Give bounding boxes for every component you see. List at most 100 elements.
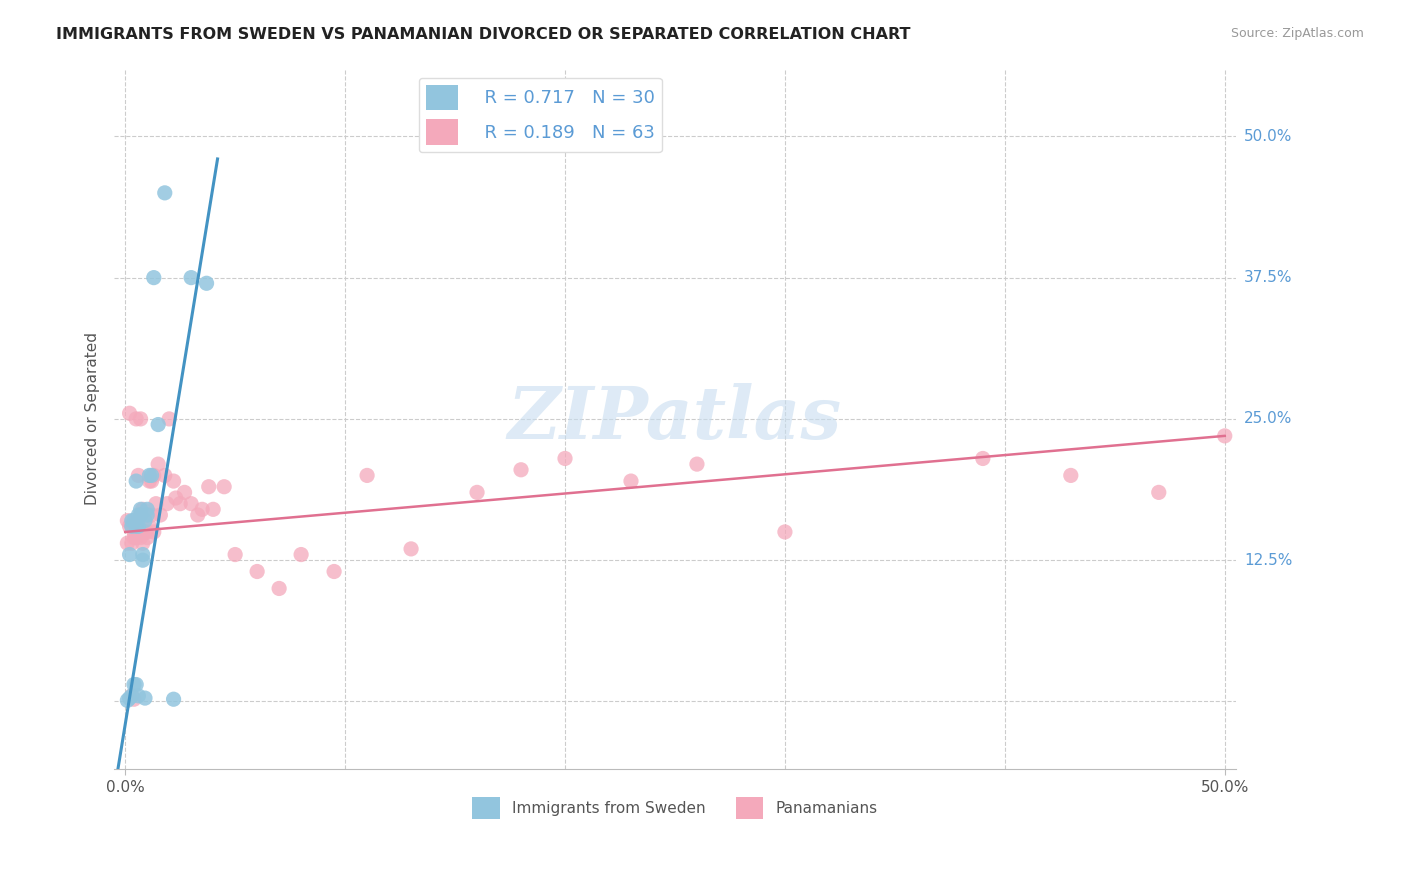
Legend: Immigrants from Sweden, Panamanians: Immigrants from Sweden, Panamanians bbox=[465, 791, 884, 825]
Point bbox=[118, 548, 141, 562]
Point bbox=[127, 524, 149, 539]
Point bbox=[173, 485, 195, 500]
Point bbox=[121, 689, 143, 703]
Point bbox=[187, 508, 209, 522]
Point bbox=[153, 468, 176, 483]
Point bbox=[125, 474, 148, 488]
Point bbox=[165, 491, 187, 505]
Point bbox=[132, 536, 155, 550]
Y-axis label: Divorced or Separated: Divorced or Separated bbox=[86, 333, 100, 506]
Point bbox=[134, 691, 156, 706]
Point bbox=[118, 406, 141, 420]
Point bbox=[117, 536, 139, 550]
Point bbox=[134, 514, 156, 528]
Point bbox=[145, 497, 167, 511]
Point bbox=[510, 463, 533, 477]
Point bbox=[224, 548, 246, 562]
Point bbox=[554, 451, 576, 466]
Point bbox=[399, 541, 422, 556]
Point bbox=[125, 531, 148, 545]
Point bbox=[156, 497, 179, 511]
Point bbox=[125, 412, 148, 426]
Point bbox=[138, 474, 160, 488]
Point bbox=[118, 519, 141, 533]
Point bbox=[138, 519, 160, 533]
Point bbox=[141, 468, 163, 483]
Point bbox=[138, 468, 160, 483]
Point bbox=[125, 519, 148, 533]
Point bbox=[136, 508, 159, 522]
Text: Source: ZipAtlas.com: Source: ZipAtlas.com bbox=[1230, 27, 1364, 40]
Point bbox=[122, 531, 145, 545]
Point bbox=[146, 417, 169, 432]
Point bbox=[197, 480, 219, 494]
Point bbox=[1060, 468, 1083, 483]
Point bbox=[118, 691, 141, 706]
Point bbox=[122, 524, 145, 539]
Point bbox=[465, 485, 488, 500]
Point bbox=[127, 468, 149, 483]
Point bbox=[323, 565, 346, 579]
Point bbox=[125, 519, 148, 533]
Point bbox=[129, 508, 152, 522]
Text: ZIPatlas: ZIPatlas bbox=[508, 384, 842, 454]
Text: 12.5%: 12.5% bbox=[1244, 553, 1292, 567]
Point bbox=[157, 412, 180, 426]
Text: 37.5%: 37.5% bbox=[1244, 270, 1292, 285]
Point bbox=[153, 186, 176, 200]
Point bbox=[132, 548, 155, 562]
Point bbox=[129, 508, 152, 522]
Point bbox=[127, 689, 149, 703]
Point bbox=[121, 514, 143, 528]
Point bbox=[162, 474, 184, 488]
Point bbox=[134, 508, 156, 522]
Point bbox=[1213, 429, 1236, 443]
Point bbox=[773, 524, 796, 539]
Point bbox=[142, 270, 165, 285]
Text: 50.0%: 50.0% bbox=[1244, 128, 1292, 144]
Point bbox=[121, 689, 143, 703]
Point bbox=[212, 480, 235, 494]
Point bbox=[141, 508, 163, 522]
Point bbox=[149, 508, 172, 522]
Point bbox=[121, 536, 143, 550]
Point bbox=[129, 412, 152, 426]
Point bbox=[141, 474, 163, 488]
Point bbox=[269, 582, 291, 596]
Point bbox=[146, 457, 169, 471]
Point bbox=[162, 692, 184, 706]
Point bbox=[121, 519, 143, 533]
Point bbox=[122, 692, 145, 706]
Point bbox=[169, 497, 191, 511]
Point bbox=[972, 451, 994, 466]
Point bbox=[117, 693, 139, 707]
Point bbox=[142, 468, 165, 483]
Point bbox=[136, 502, 159, 516]
Point bbox=[620, 474, 643, 488]
Point bbox=[134, 524, 156, 539]
Point bbox=[136, 531, 159, 545]
Point bbox=[356, 468, 378, 483]
Point bbox=[125, 677, 148, 691]
Point bbox=[121, 519, 143, 533]
Point bbox=[191, 502, 214, 516]
Point bbox=[127, 519, 149, 533]
Point bbox=[129, 502, 152, 516]
Point bbox=[129, 531, 152, 545]
Point bbox=[195, 277, 218, 291]
Point bbox=[290, 548, 312, 562]
Text: IMMIGRANTS FROM SWEDEN VS PANAMANIAN DIVORCED OR SEPARATED CORRELATION CHART: IMMIGRANTS FROM SWEDEN VS PANAMANIAN DIV… bbox=[56, 27, 911, 42]
Point bbox=[246, 565, 269, 579]
Point bbox=[686, 457, 709, 471]
Point bbox=[122, 677, 145, 691]
Text: 25.0%: 25.0% bbox=[1244, 411, 1292, 426]
Point bbox=[180, 497, 202, 511]
Point bbox=[117, 514, 139, 528]
Point bbox=[127, 508, 149, 522]
Point bbox=[202, 502, 225, 516]
Point bbox=[136, 524, 159, 539]
Point bbox=[142, 524, 165, 539]
Point bbox=[1147, 485, 1170, 500]
Point bbox=[132, 502, 155, 516]
Point bbox=[122, 514, 145, 528]
